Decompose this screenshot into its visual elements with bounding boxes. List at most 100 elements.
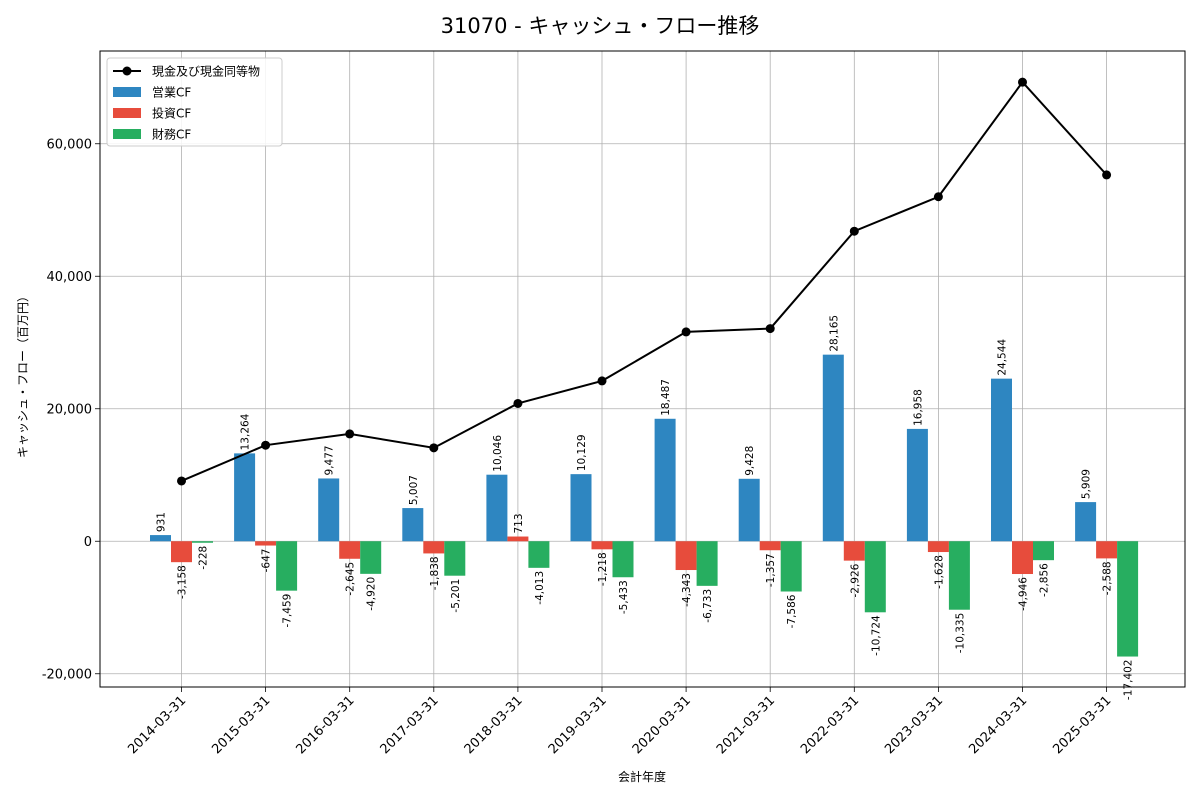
bar-financing [528,541,550,568]
bar-value-label: -10,335 [954,613,966,654]
bar-value-label: 13,264 [240,413,252,450]
bar-operating [486,474,508,542]
bar-value-label: -1,218 [597,552,609,586]
x-axis-title: 会計年度 [618,769,666,784]
legend-swatch-marker [122,66,132,76]
cash-point [765,324,775,334]
bar-value-label: 28,165 [828,315,840,352]
x-tick-label: 2017-03-31 [378,693,442,757]
bar-investing [339,541,361,559]
bar-value-label: -6,733 [702,589,714,623]
bar-investing [759,541,781,551]
x-tick-label: 2024-03-31 [966,693,1030,757]
bar-financing [864,541,886,613]
x-tick-label: 2019-03-31 [546,693,610,757]
bar-financing [192,541,213,543]
bar-value-label: 5,007 [408,475,420,505]
bar-value-label: -4,013 [534,571,546,605]
bar-value-label: -2,588 [1102,561,1114,595]
bar-operating [150,535,171,542]
bar-value-label: -7,586 [786,594,798,628]
x-tick-label: 2020-03-31 [630,693,694,757]
x-tick-label: 2021-03-31 [714,693,778,757]
bar-investing [843,541,865,561]
bar-value-label: -4,343 [681,573,693,607]
cash-point [345,429,355,439]
bar-value-label: -2,856 [1039,563,1051,597]
bar-investing [927,541,949,553]
legend-label: 現金及び現金同等物 [152,64,260,79]
cash-point [513,398,523,408]
bar-value-label: 931 [156,512,168,532]
bar-financing [360,541,382,574]
frame-layer [95,50,1186,692]
bar-operating [570,474,592,542]
bar-financing [780,541,802,592]
y-tick-label: -20,000 [42,667,92,682]
legend-swatch [113,129,141,139]
y-tick-label: 40,000 [47,270,93,285]
y-tick-label: 60,000 [47,137,93,152]
bar-value-label: 16,958 [912,389,924,426]
bar-investing [675,541,697,571]
cash-point [681,327,691,337]
plot-frame [99,50,1186,688]
x-tick-label: 2025-03-31 [1050,693,1114,757]
cash-point [177,476,186,486]
bar-investing [171,541,192,563]
bar-financing [1117,541,1139,657]
bar-value-label: -1,628 [933,555,945,589]
bar-value-label: 10,129 [576,434,588,471]
labels-layer: -20,000 0 20,000 40,000 60,000 2014-03-31 2015… [42,137,1135,757]
bar-operating [654,418,676,542]
legend-label: 財務CF [152,127,191,142]
bar-value-label: -2,645 [345,562,357,596]
bar-operating [906,428,928,542]
cash-point [429,443,439,453]
bar-financing [948,541,970,610]
chart-title: 31070 - キャッシュ・フロー推移 [441,14,760,38]
bar-value-label: -1,357 [765,553,777,587]
bar-value-label: -4,920 [366,577,378,611]
bar-value-label: -647 [261,549,273,573]
bar-operating [822,354,844,542]
bar-value-label: 24,544 [997,339,1009,376]
legend-box [106,57,283,147]
bar-value-label: 5,909 [1081,469,1093,499]
bar-operating [1075,502,1097,542]
cash-point [1102,170,1112,180]
bar-investing [507,536,529,542]
bar-operating [991,378,1012,542]
legend-label: 営業CF [152,86,191,100]
cash-point [597,376,607,386]
bar-financing [444,541,466,576]
x-tick-label: 2018-03-31 [462,693,526,757]
cash-point [933,192,943,202]
bar-value-label: -5,433 [618,580,630,614]
bar-financing [1033,541,1054,561]
x-tick-label: 2023-03-31 [882,693,946,757]
bar-investing [255,541,277,546]
grid-layer [100,51,1185,687]
bar-financing [612,541,634,578]
bar-value-label: 713 [513,513,525,533]
bar-value-label: 9,477 [324,445,336,475]
x-tick-label: 2014-03-31 [125,693,189,757]
bar-value-label: 10,046 [492,435,504,472]
bar-value-label: -7,459 [282,594,294,628]
cash-point [849,226,859,236]
cash-point [1018,77,1027,87]
bar-investing [1096,541,1118,559]
bar-value-label: -4,946 [1018,577,1030,611]
bar-value-label: -10,724 [870,615,882,656]
bars-layer [150,354,1139,657]
bar-operating [402,508,424,542]
bar-investing [591,541,613,550]
bar-operating [318,478,340,542]
bar-value-label: -228 [198,546,210,570]
y-axis-title: キャッシュ・フロー（百万円） [16,290,30,458]
legend-swatch [113,108,141,118]
bar-value-label: -17,402 [1123,660,1135,701]
